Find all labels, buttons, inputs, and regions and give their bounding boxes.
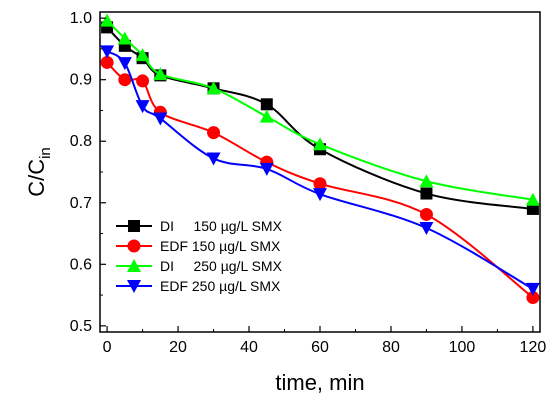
legend-item: EDF 150 µg/L SMX bbox=[116, 238, 281, 254]
legend-item: EDF 250 µg/L SMX bbox=[116, 278, 281, 294]
y-tick-label: 0.8 bbox=[70, 133, 92, 150]
data-point bbox=[259, 109, 274, 123]
data-point bbox=[259, 162, 274, 176]
y-axis-title-subscript: in bbox=[37, 147, 54, 159]
x-tick-label: 80 bbox=[382, 339, 400, 356]
legend-item: DI 150 µg/L SMX bbox=[116, 218, 283, 234]
legend-label: DI 150 µg/L SMX bbox=[160, 218, 283, 234]
data-point bbox=[313, 177, 327, 191]
y-axis-title-main: C/C bbox=[24, 159, 49, 197]
data-point bbox=[206, 81, 221, 95]
series-4 bbox=[100, 45, 540, 296]
data-point bbox=[260, 98, 273, 111]
series-3 bbox=[100, 13, 540, 206]
x-tick-label: 20 bbox=[169, 339, 187, 356]
data-point bbox=[419, 222, 434, 235]
x-axis-title: time, min bbox=[275, 370, 364, 395]
x-tick-label: 60 bbox=[311, 339, 329, 356]
legend-label: EDF 150 µg/L SMX bbox=[160, 238, 281, 254]
y-tick-label: 0.7 bbox=[70, 195, 92, 212]
data-point bbox=[419, 174, 434, 188]
legend-marker bbox=[127, 239, 141, 253]
series-line bbox=[106, 19, 534, 201]
legend-marker bbox=[128, 220, 140, 232]
data-point bbox=[420, 187, 433, 200]
data-point bbox=[153, 112, 168, 126]
x-tick-label: 120 bbox=[520, 339, 547, 356]
x-tick-label: 100 bbox=[449, 339, 476, 356]
data-point bbox=[526, 291, 540, 305]
data-point bbox=[207, 126, 221, 140]
data-point bbox=[525, 192, 540, 206]
data-point bbox=[100, 55, 114, 69]
series-layer bbox=[100, 13, 540, 305]
data-point bbox=[153, 67, 168, 81]
legend: DI 150 µg/L SMX EDF 150 µg/L SMX DI 250 µg… bbox=[116, 218, 283, 294]
data-point bbox=[100, 45, 115, 59]
legend-marker bbox=[127, 280, 141, 293]
data-point bbox=[135, 100, 150, 114]
data-point bbox=[136, 74, 150, 88]
legend-item: DI 250 µg/L SMX bbox=[116, 258, 283, 274]
data-point bbox=[313, 188, 327, 202]
legend-label: DI 250 µg/L SMX bbox=[160, 258, 283, 274]
data-point bbox=[117, 31, 132, 45]
x-tick-label: 0 bbox=[103, 339, 112, 356]
data-point bbox=[206, 152, 221, 166]
x-tick-label: 40 bbox=[240, 339, 258, 356]
data-point bbox=[135, 48, 150, 62]
y-tick-label: 1.0 bbox=[70, 10, 92, 27]
data-point bbox=[117, 57, 132, 71]
y-tick-label: 0.9 bbox=[70, 72, 92, 89]
legend-marker bbox=[127, 259, 141, 272]
axes-layer: 0 20 40 60 80 100 120 0.5 0.6 0.7 0.8 0.9 1.0 bbox=[70, 10, 547, 356]
data-point bbox=[100, 13, 115, 27]
data-point bbox=[101, 21, 114, 34]
data-point bbox=[419, 207, 433, 221]
y-tick-label: 0.6 bbox=[70, 256, 92, 273]
y-axis-title: C/Cin bbox=[24, 147, 54, 197]
legend-label: EDF 250 µg/L SMX bbox=[160, 278, 281, 294]
y-tick-label: 0.5 bbox=[70, 318, 92, 335]
data-point bbox=[525, 282, 540, 296]
data-point bbox=[526, 202, 539, 215]
data-point bbox=[313, 137, 327, 151]
data-point bbox=[118, 73, 132, 87]
